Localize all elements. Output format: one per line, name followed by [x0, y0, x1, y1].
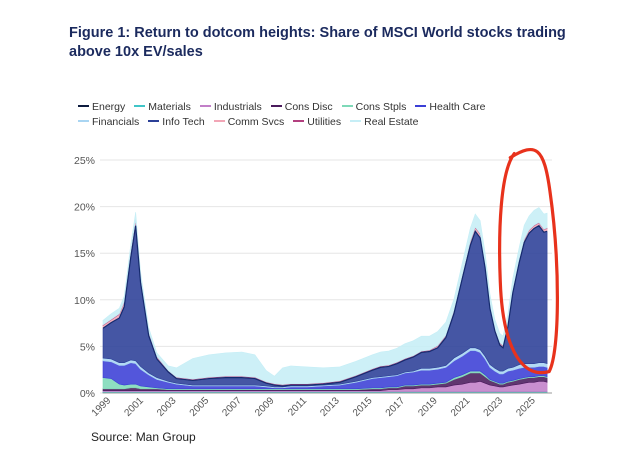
legend-label: Utilities [307, 116, 342, 128]
x-tick-label: 2001 [122, 395, 146, 419]
y-tick-label: 10% [74, 295, 95, 307]
legend-swatch [341, 105, 353, 108]
legend-swatch [134, 105, 146, 108]
chart-legend: Energy Materials Industrials Cons Disc Cons … [78, 100, 558, 130]
x-tick-label: 2025 [514, 395, 538, 419]
x-tick-label: 2005 [188, 395, 212, 419]
legend-item: Comm Svcs [213, 115, 285, 130]
legend-label: Comm Svcs [227, 116, 285, 128]
area-series-real-estate [102, 207, 548, 385]
legend-item: Info Tech [148, 115, 205, 130]
legend-swatch [270, 105, 282, 108]
legend-item: Real Estate [350, 115, 418, 130]
x-tick-label: 2015 [351, 395, 375, 419]
legend-label: Cons Stpls [355, 101, 407, 113]
legend-swatch [78, 120, 89, 123]
y-tick-label: 0% [80, 388, 95, 400]
x-tick-label: 2013 [318, 395, 342, 419]
legend-swatch [415, 105, 427, 108]
y-tick-label: 20% [74, 202, 95, 214]
source-note: Source: Man Group [91, 430, 196, 444]
legend-label: Cons Disc [284, 101, 333, 113]
legend-item: Health Care [415, 100, 485, 115]
x-tick-label: 2007 [220, 395, 244, 419]
y-tick-label: 5% [80, 341, 95, 353]
x-tick-label: 2021 [449, 395, 473, 419]
legend-label: Energy [92, 101, 126, 113]
legend-item: Utilities [293, 115, 341, 130]
legend-item: Materials [134, 100, 191, 115]
legend-swatch [213, 120, 225, 123]
legend-swatch [293, 120, 305, 123]
x-tick-label: 2003 [155, 395, 179, 419]
legend-label: Info Tech [162, 116, 205, 128]
y-tick-label: 25% [74, 155, 95, 167]
legend-item: Cons Stpls [341, 100, 407, 115]
legend-label: Industrials [213, 101, 262, 113]
legend-swatch [199, 105, 211, 108]
y-tick-label: 15% [74, 248, 95, 260]
legend-label: Materials [148, 101, 191, 113]
legend-label: Health Care [429, 101, 486, 113]
legend-swatch [148, 120, 160, 123]
legend-swatch [78, 105, 89, 108]
x-tick-label: 2009 [253, 395, 277, 419]
x-tick-label: 2023 [482, 395, 506, 419]
legend-item: Energy [78, 100, 125, 115]
legend-item: Cons Disc [270, 100, 333, 115]
x-tick-label: 2019 [416, 395, 440, 419]
legend-label: Financials [92, 116, 140, 128]
x-tick-label: 2011 [286, 395, 309, 418]
info-tech-outline [102, 224, 548, 387]
x-tick-label: 2017 [384, 395, 408, 419]
figure-title: Figure 1: Return to dotcom heights: Shar… [69, 25, 566, 60]
legend-item: Industrials [199, 100, 262, 115]
legend-swatch [350, 120, 362, 123]
legend-label: Real Estate [364, 116, 419, 128]
red-highlight-circle [498, 147, 559, 375]
legend-item: Financials [78, 115, 139, 130]
